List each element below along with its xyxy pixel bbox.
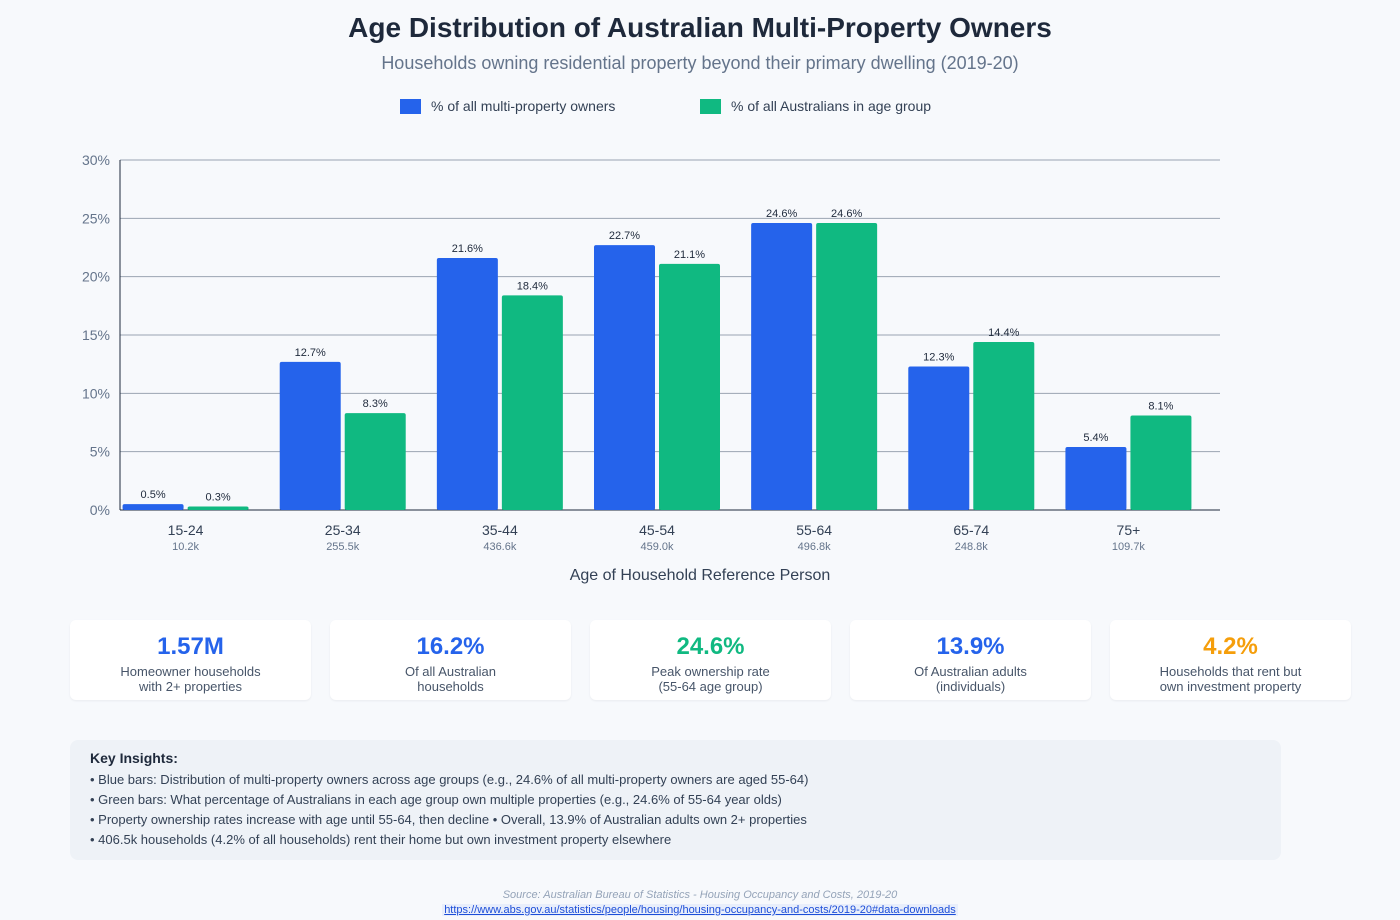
- legend-label: % of all multi-property owners: [431, 98, 616, 114]
- chart-title: Age Distribution of Australian Multi-Pro…: [348, 12, 1052, 43]
- stat-card-homeowner-households: 1.57M Homeowner households with 2+ prope…: [70, 620, 311, 700]
- stat-value: 1.57M: [157, 633, 224, 660]
- bar-data-label: 0.5%: [141, 489, 166, 501]
- insight-line: • Green bars: What percentage of Austral…: [90, 792, 782, 807]
- insight-line: • 406.5k households (4.2% of all househo…: [90, 832, 672, 847]
- bar-data-label: 21.6%: [452, 243, 483, 255]
- y-tick-label: 5%: [90, 444, 110, 460]
- y-tick-label: 25%: [82, 210, 110, 226]
- y-tick-label: 15%: [82, 327, 110, 343]
- x-tick-label: 55-64: [796, 522, 832, 538]
- stat-label: Peak ownership rate (55-64 age group): [590, 664, 831, 694]
- key-insights-panel: Key Insights: • Blue bars: Distribution …: [70, 740, 1281, 860]
- chart-legend: % of all multi-property owners % of all …: [0, 98, 1400, 118]
- y-tick-label: 30%: [82, 152, 110, 168]
- bar-data-label: 18.4%: [517, 280, 548, 292]
- x-tick-sublabel: 496.8k: [798, 541, 832, 553]
- bar: [816, 223, 878, 510]
- insights-title: Key Insights:: [90, 750, 178, 766]
- bar-data-label: 12.3%: [923, 352, 954, 364]
- bar-chart: 0% 5% 10% 15% 20% 25% 30% 0.5% 0.3% 15-24 10.2k 12.…: [82, 152, 1220, 584]
- bar: [501, 295, 563, 510]
- bar: [122, 504, 184, 510]
- stat-label-line: (55-64 age group): [658, 679, 763, 694]
- legend-label: % of all Australians in age group: [731, 98, 932, 114]
- x-tick-sublabel: 109.7k: [1112, 541, 1146, 553]
- x-tick-label: 25-34: [325, 522, 361, 538]
- legend-item-australians-in-age-group[interactable]: % of all Australians in age group: [700, 98, 931, 114]
- bar: [279, 361, 341, 510]
- bar: [187, 506, 249, 510]
- chart-subtitle: Households owning residential property b…: [381, 53, 1019, 73]
- bar-data-label: 8.3%: [363, 398, 388, 410]
- x-tick-label: 35-44: [482, 522, 518, 538]
- bar: [1065, 447, 1127, 510]
- bar-data-label: 8.1%: [1148, 401, 1173, 413]
- legend-swatch-green: [700, 98, 721, 114]
- stat-label-line: Homeowner households: [120, 664, 261, 679]
- x-tick-label: 65-74: [953, 522, 989, 538]
- x-tick-sublabel: 255.5k: [326, 541, 360, 553]
- insight-line: • Blue bars: Distribution of multi-prope…: [90, 772, 809, 787]
- x-tick-sublabel: 10.2k: [172, 541, 199, 553]
- x-axis-title: Age of Household Reference Person: [570, 567, 831, 584]
- stat-label-line: Of all Australian: [404, 664, 497, 679]
- x-tick-label: 45-54: [639, 522, 675, 538]
- stat-label-line: Peak ownership rate: [651, 664, 770, 679]
- legend-item-multi-property-owners[interactable]: % of all multi-property owners: [400, 98, 615, 114]
- legend-swatch-blue: [400, 98, 421, 114]
- y-tick-label: 20%: [82, 269, 110, 285]
- bar-data-label: 24.6%: [831, 208, 862, 220]
- x-tick-label: 75+: [1117, 522, 1141, 538]
- x-tick-sublabel: 436.6k: [483, 541, 517, 553]
- source-url-row: https://www.abs.gov.au/statistics/people…: [0, 904, 1400, 916]
- bar-data-label: 12.7%: [295, 347, 326, 359]
- stat-card-share-of-adults: 13.9% Of Australian adults (individuals): [850, 620, 1091, 700]
- stats-row: 1.57M Homeowner households with 2+ prope…: [70, 620, 1351, 700]
- stat-label-line: Of Australian adults: [914, 664, 1027, 679]
- stat-label-line: Households that rent but: [1159, 664, 1302, 679]
- bar: [659, 263, 720, 510]
- stat-card-peak-ownership-rate: 24.6% Peak ownership rate (55-64 age gro…: [590, 620, 831, 700]
- bar: [973, 342, 1035, 510]
- stat-value: 13.9%: [936, 633, 1005, 660]
- bar-data-label: 24.6%: [766, 208, 797, 220]
- y-tick-label: 0%: [90, 502, 110, 518]
- bar-data-label: 14.4%: [988, 327, 1019, 339]
- stat-label-line: households: [417, 679, 484, 694]
- bar: [344, 413, 406, 510]
- bar-data-label: 22.7%: [609, 230, 640, 242]
- bar: [436, 258, 498, 510]
- stat-value: 4.2%: [1203, 633, 1258, 660]
- stat-label: Of Australian adults (individuals): [850, 664, 1091, 694]
- stat-label-line: own investment property: [1159, 679, 1302, 694]
- stat-label-line: with 2+ properties: [139, 679, 242, 694]
- bar: [908, 366, 970, 510]
- bar: [1130, 415, 1192, 510]
- x-tick-sublabel: 248.8k: [955, 541, 989, 553]
- bar-data-label: 21.1%: [674, 249, 705, 261]
- x-tick-sublabel: 459.0k: [640, 541, 674, 553]
- bar: [594, 245, 655, 510]
- bar-data-label: 0.3%: [206, 492, 231, 504]
- stat-label-line: (individuals): [935, 679, 1006, 694]
- stat-value: 16.2%: [416, 633, 485, 660]
- source-link[interactable]: https://www.abs.gov.au/statistics/people…: [442, 904, 958, 916]
- stat-card-renters-with-investment: 4.2% Households that rent but own invest…: [1110, 620, 1351, 700]
- y-tick-label: 10%: [82, 385, 110, 401]
- bar: [751, 223, 813, 510]
- stat-card-share-of-households: 16.2% Of all Australian households: [330, 620, 571, 700]
- stat-label: Homeowner households with 2+ properties: [70, 664, 311, 694]
- insight-line: • Property ownership rates increase with…: [90, 812, 807, 827]
- stat-label: Households that rent but own investment …: [1110, 664, 1351, 694]
- source-citation: Source: Australian Bureau of Statistics …: [502, 889, 898, 901]
- x-tick-label: 15-24: [168, 522, 204, 538]
- bar-data-label: 5.4%: [1083, 432, 1108, 444]
- stat-label: Of all Australian households: [330, 664, 571, 694]
- stat-value: 24.6%: [676, 633, 745, 660]
